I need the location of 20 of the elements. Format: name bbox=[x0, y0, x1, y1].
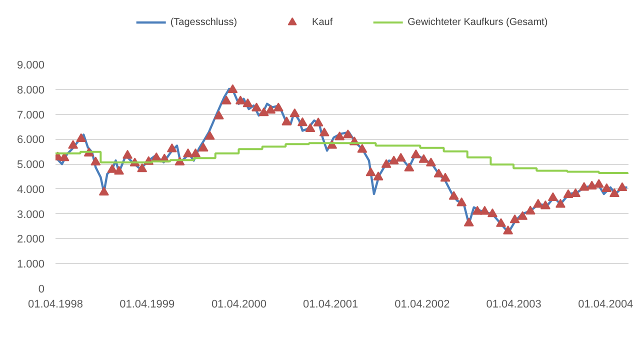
y-tick-label: 2.000 bbox=[16, 234, 45, 246]
legend-label: Kauf bbox=[312, 16, 333, 28]
legend-label: (Tagesschluss) bbox=[170, 16, 238, 28]
y-tick-label: 3.000 bbox=[16, 208, 45, 221]
y-tick-label: 5.000 bbox=[16, 159, 45, 172]
y-tick-label: 8.000 bbox=[16, 84, 45, 96]
y-tick-label: 4.000 bbox=[16, 184, 45, 196]
x-tick-label: 01.04.2000 bbox=[211, 298, 267, 310]
x-tick-label: 01.04.2002 bbox=[394, 298, 450, 310]
y-tick-label: 7.000 bbox=[16, 109, 45, 122]
legend-label: Gewichteter Kaufkurs (Gesamt) bbox=[408, 16, 548, 28]
y-tick-label: 1.000 bbox=[16, 258, 45, 271]
x-tick-label: 01.04.1998 bbox=[28, 298, 84, 310]
x-tick-label: 01.04.2001 bbox=[303, 298, 358, 310]
x-tick-label: 01.04.2004 bbox=[578, 298, 634, 310]
y-tick-label: 0 bbox=[38, 284, 45, 296]
y-tick-label: 9.000 bbox=[16, 60, 45, 72]
x-tick-label: 01.04.2003 bbox=[486, 298, 542, 310]
y-tick-label: 6.000 bbox=[16, 134, 45, 146]
x-tick-label: 01.04.1999 bbox=[120, 298, 175, 310]
